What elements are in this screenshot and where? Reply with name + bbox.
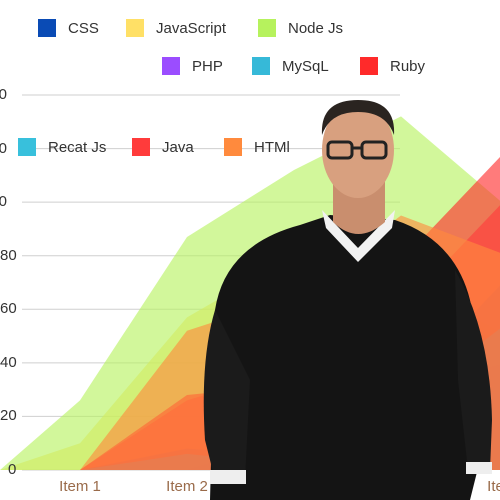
legend-label: Ruby (390, 57, 426, 75)
legend-label: Recat Js (48, 138, 107, 156)
legend-item[interactable]: Ruby (360, 56, 425, 76)
legend-swatch (132, 138, 150, 156)
y-tick-label: 60 (0, 300, 17, 318)
legend-swatch (258, 19, 276, 37)
legend-item[interactable]: CSS (38, 18, 99, 38)
x-tick-label: Item 4 (380, 478, 422, 495)
legend-item[interactable]: MySqL (252, 56, 329, 76)
legend-item[interactable]: PHP (162, 56, 223, 76)
y-tick-label: 40 (0, 353, 17, 371)
legend-label: MySqL (282, 57, 329, 75)
legend-label: CSS (68, 19, 99, 37)
legend-label: Java (162, 138, 194, 156)
y-tick-label: 0 (8, 461, 17, 478)
x-tick-label: Item 2 (166, 478, 208, 495)
legend-swatch (38, 19, 56, 37)
legend-item[interactable]: Node Js (258, 18, 343, 38)
legend-swatch (360, 57, 378, 75)
legend-swatch (252, 57, 270, 75)
legend-label: JavaScript (156, 19, 227, 37)
legend-item[interactable]: Java (132, 137, 194, 157)
legend-label: HTMl (254, 138, 290, 156)
legend-item[interactable]: HTMl (224, 137, 290, 157)
legend-item[interactable]: Recat Js (18, 137, 106, 157)
legend-swatch (18, 138, 36, 156)
y-tick-label: 120 (0, 139, 8, 157)
y-tick-label: 20 (0, 407, 17, 425)
legend-swatch (224, 138, 242, 156)
legend-label: Node Js (288, 19, 344, 37)
legend-swatch (162, 57, 180, 75)
y-tick-label: 100 (0, 193, 8, 211)
area-series (0, 116, 500, 470)
x-tick-label: Item 3 (273, 478, 315, 495)
y-tick-label: 80 (0, 246, 17, 264)
x-tick-label: Item 1 (59, 478, 101, 495)
legend-label: PHP (192, 57, 223, 75)
legend-item[interactable]: JavaScript (126, 18, 226, 38)
legend-swatch (126, 19, 144, 37)
x-tick-label: Item 5 (487, 478, 500, 495)
y-tick-label: 140 (0, 86, 8, 103)
